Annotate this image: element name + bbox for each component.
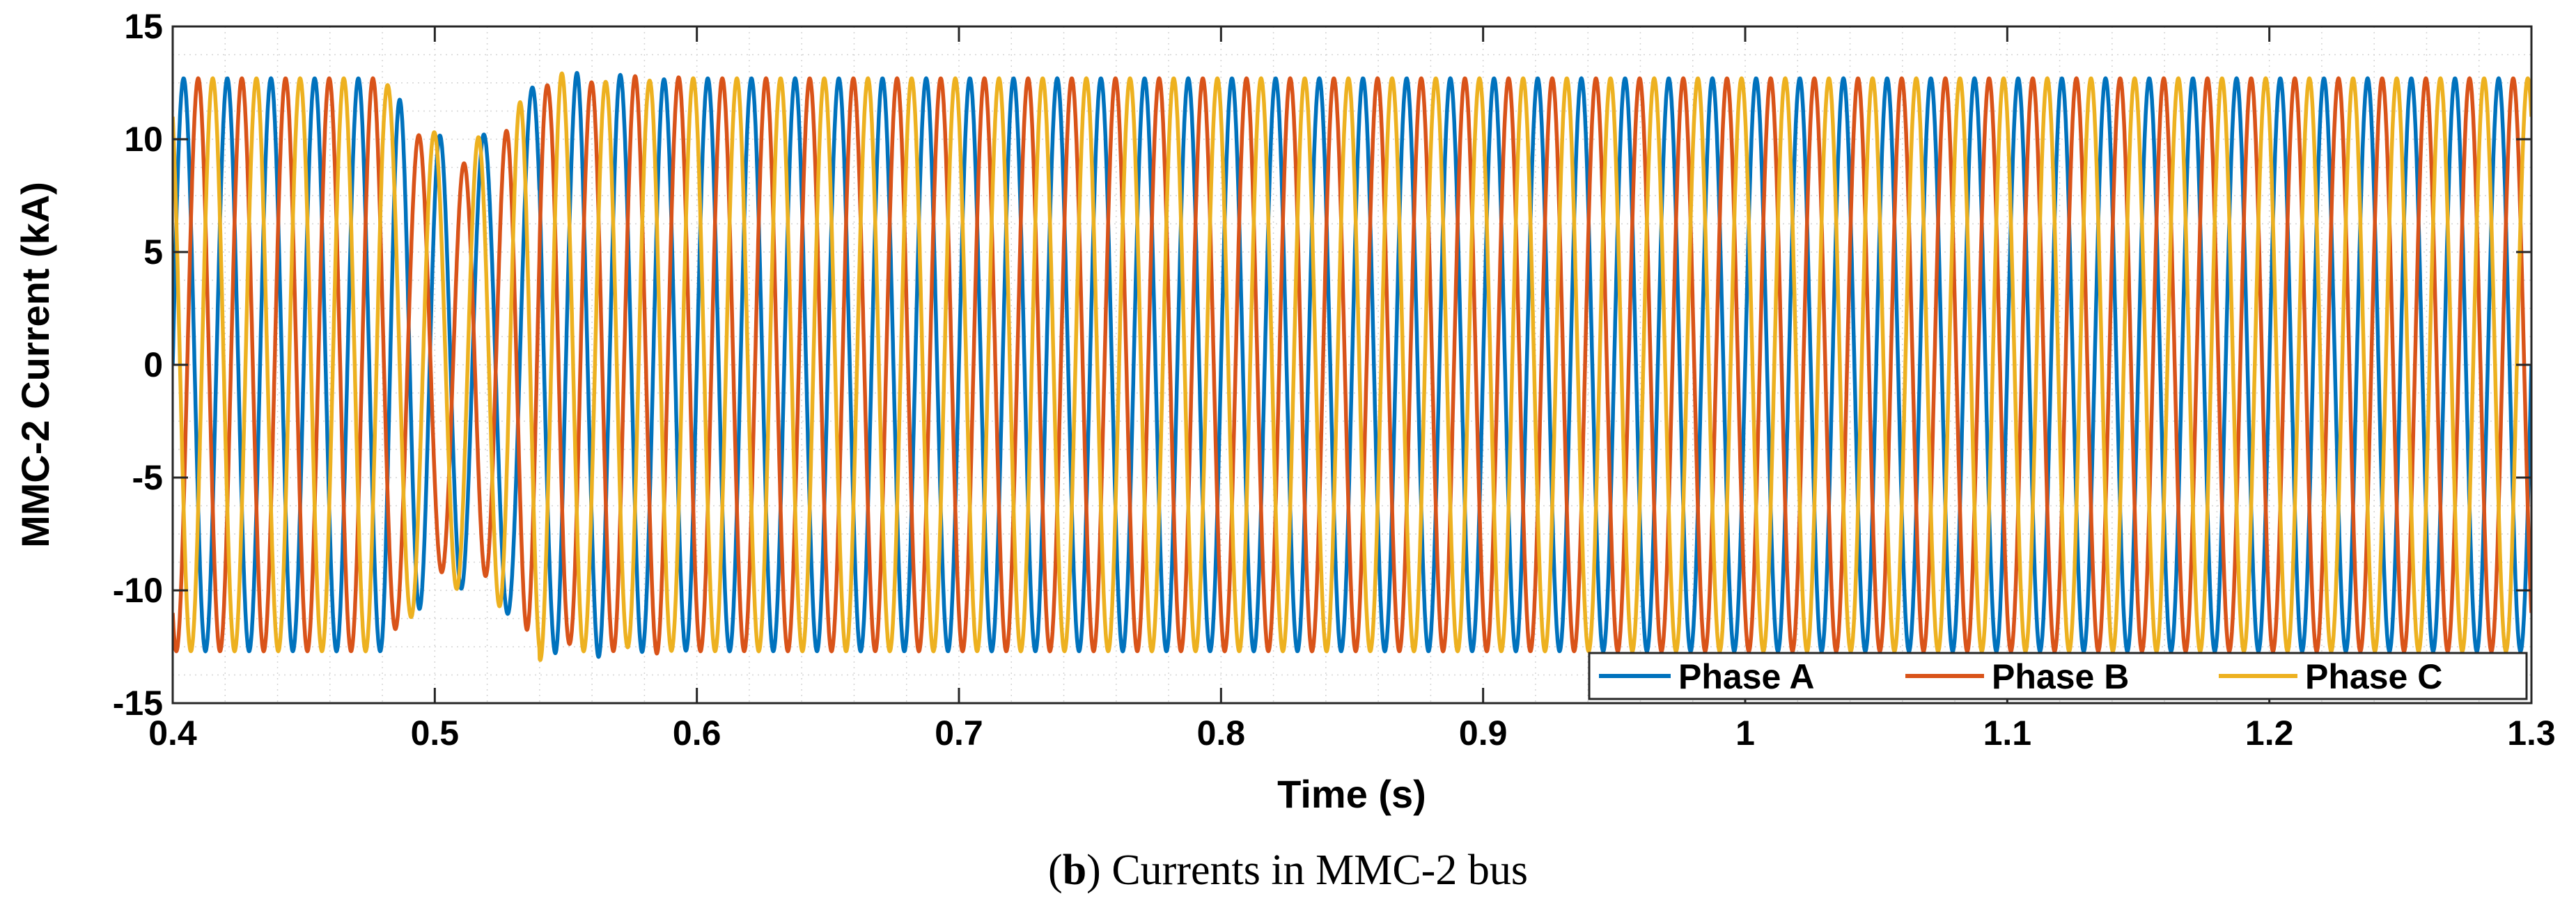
y-axis-title: MMC-2 Current (kA)	[13, 182, 57, 548]
x-tick-label: 1.1	[1983, 714, 2032, 753]
x-tick-label: 1	[1735, 714, 1755, 753]
x-tick-label: 1.2	[2245, 714, 2294, 753]
caption-text: Currents in MMC-2 bus	[1111, 847, 1528, 894]
series-line-phase-c	[173, 71, 2531, 662]
x-axis-title: Time (s)	[1277, 772, 1426, 816]
y-tick-label: 0	[143, 345, 163, 384]
series-line-phase-b	[173, 74, 2531, 656]
figure-caption: (b) Currents in MMC-2 bus	[1048, 847, 1528, 894]
x-tick-label: 0.8	[1197, 714, 1246, 753]
legend-label-phase-a: Phase A	[1678, 657, 1814, 696]
x-tick-label: 0.7	[935, 714, 983, 753]
legend: Phase A Phase B Phase C	[1588, 652, 2528, 700]
series-layer	[173, 71, 2531, 662]
tick-layer: 0.4 0.5 0.6 0.7 0.8 0.9 1 1.1 1.2 1.3 15 10 5 0 -5 -10 -…	[113, 7, 2556, 753]
legend-box	[1588, 652, 2528, 700]
y-tick-label: 10	[124, 120, 163, 159]
y-tick-label: -10	[113, 571, 163, 610]
y-tick-label: -5	[132, 458, 163, 497]
y-tick-label: 5	[143, 233, 163, 272]
legend-label-phase-b: Phase B	[1992, 657, 2129, 696]
series-line-phase-a	[173, 71, 2531, 659]
legend-label-phase-c: Phase C	[2305, 657, 2442, 696]
x-tick-label: 0.9	[1459, 714, 1508, 753]
y-tick-label: -15	[113, 684, 163, 723]
x-tick-label: 1.3	[2507, 714, 2556, 753]
x-tick-label: 0.6	[673, 714, 721, 753]
x-tick-label: 0.4	[148, 714, 197, 753]
x-tick-label: 0.5	[411, 714, 460, 753]
y-tick-label: 15	[124, 7, 163, 46]
caption-letter: b	[1062, 847, 1087, 894]
